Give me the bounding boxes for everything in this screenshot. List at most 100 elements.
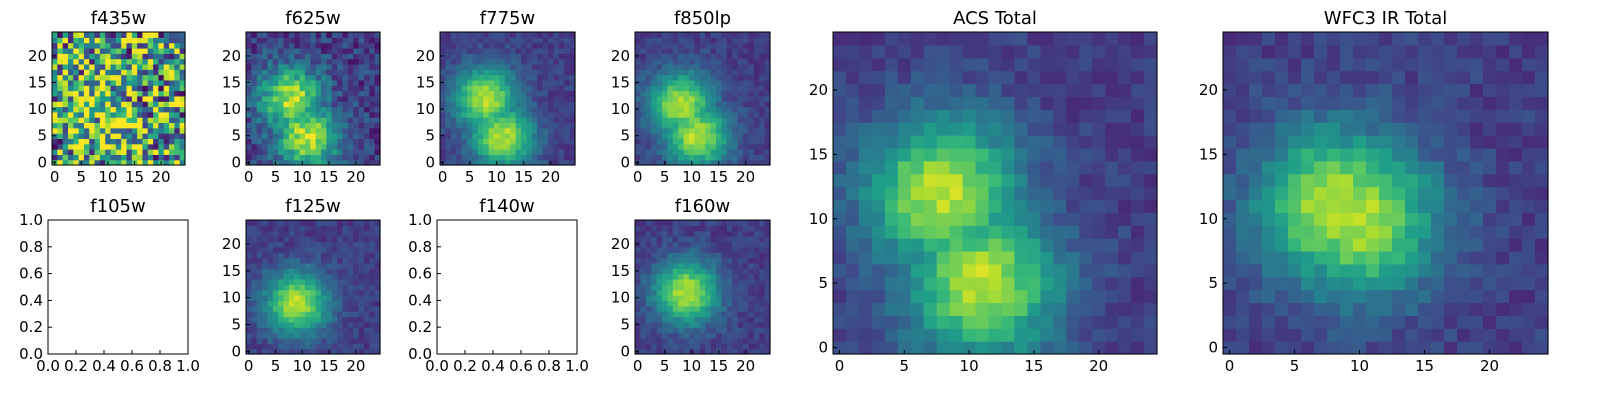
heatmap-cell	[923, 173, 938, 188]
heatmap-cell	[262, 262, 269, 269]
heatmap-cell	[705, 295, 712, 301]
heatmap-cell	[358, 69, 365, 76]
heatmap-cell	[710, 32, 717, 38]
heatmap-cell	[936, 341, 951, 355]
heatmap-cell	[358, 225, 365, 232]
heatmap-cell	[326, 321, 333, 328]
heatmap-cell	[105, 111, 112, 118]
heatmap-cell	[278, 63, 285, 70]
heatmap-cell	[645, 348, 652, 355]
heatmap-cell	[121, 138, 128, 145]
heatmap-cell	[440, 138, 446, 145]
heatmap-cell	[764, 337, 771, 344]
heatmap-cell	[635, 95, 641, 102]
heatmap-cell	[142, 154, 149, 161]
heatmap-cell	[515, 85, 522, 92]
heatmap-cell	[1092, 289, 1106, 304]
heatmap-cell	[73, 143, 80, 150]
heatmap-cell	[1431, 263, 1445, 278]
heatmap-cell	[1314, 289, 1328, 304]
heatmap-cell	[721, 106, 728, 113]
heatmap-cell	[326, 311, 333, 318]
heatmap-cell	[1379, 263, 1393, 278]
heatmap-cell	[759, 143, 766, 150]
heatmap-cell	[450, 90, 457, 97]
heatmap-cell	[526, 37, 533, 44]
heatmap-cell	[678, 159, 685, 166]
heatmap-cell	[110, 85, 117, 92]
heatmap-cell	[1105, 147, 1119, 162]
heatmap-cell	[272, 332, 279, 339]
heatmap-cell	[331, 327, 338, 334]
heatmap-cell	[949, 250, 964, 265]
heatmap-cell	[304, 316, 311, 323]
heatmap-cell	[1236, 302, 1250, 316]
heatmap-cell	[1079, 315, 1093, 329]
heatmap-cell	[294, 289, 301, 296]
panel-title: f160w	[675, 196, 730, 217]
heatmap-cells	[246, 220, 381, 355]
heatmap-cell	[137, 143, 144, 150]
heatmap-cell	[1470, 250, 1484, 265]
heatmap-cell	[564, 154, 571, 161]
heatmap-cell	[1053, 238, 1067, 252]
heatmap-cell	[1535, 186, 1549, 201]
heatmap-cell	[115, 32, 122, 38]
heatmap-cell	[321, 343, 327, 350]
heatmap-cell	[548, 32, 554, 38]
heatmap-cell	[267, 138, 274, 145]
heatmap-cell	[174, 79, 181, 86]
heatmap-cell	[283, 316, 290, 323]
heatmap-cell	[472, 159, 479, 166]
heatmap-cell	[326, 300, 333, 307]
heatmap-cell	[304, 295, 311, 301]
heatmap-cell	[656, 85, 663, 92]
heatmap-cell	[494, 47, 500, 54]
heatmap-cell	[1079, 238, 1093, 252]
heatmap-cell	[272, 101, 279, 108]
heatmap-cell	[294, 63, 301, 70]
heatmap-cell	[1144, 147, 1158, 162]
heatmap-cell	[283, 79, 290, 86]
heatmap-cell	[251, 321, 258, 328]
heatmap-cell	[635, 101, 641, 108]
heatmap-cell	[326, 138, 333, 145]
heatmap-cell	[169, 127, 175, 134]
heatmap-cell	[531, 111, 538, 118]
heatmap-cell	[526, 111, 533, 118]
heatmap-cell	[748, 252, 755, 259]
heatmap-cell	[374, 32, 381, 38]
heatmap-cell	[1001, 147, 1016, 162]
heatmap-cell	[363, 79, 370, 86]
heatmap-cell	[1522, 328, 1536, 342]
heatmap-cell	[515, 106, 522, 113]
heatmap-cell	[272, 241, 279, 248]
heatmap-cell	[299, 133, 306, 139]
heatmap-cell	[369, 246, 376, 253]
heatmap-cell	[1288, 238, 1302, 252]
heatmap-cell	[833, 122, 847, 136]
heatmap-cell	[710, 252, 717, 259]
heatmap-cell	[169, 32, 175, 38]
heatmap-cell	[62, 47, 69, 54]
heatmap-cell	[278, 85, 285, 92]
heatmap-cell	[137, 74, 144, 81]
heatmap-cell	[526, 149, 533, 155]
heatmap-cell	[564, 159, 571, 166]
heatmap-cell	[645, 337, 652, 344]
heatmap-cell	[645, 236, 652, 243]
heatmap-cell	[635, 252, 641, 259]
heatmap-cell	[262, 311, 269, 318]
heatmap-cell	[110, 149, 117, 155]
heatmap-cell	[278, 327, 285, 334]
heatmap-cell	[450, 42, 457, 49]
heatmap-cell	[137, 101, 144, 108]
heatmap-cell	[358, 230, 365, 237]
heatmap-cell	[78, 37, 85, 44]
heatmap-cell	[121, 143, 128, 150]
heatmap-cell	[1392, 186, 1406, 201]
heatmap-cell	[272, 79, 279, 86]
heatmap-cell	[315, 268, 322, 275]
heatmap-cell	[683, 69, 690, 76]
heatmap-cell	[656, 127, 663, 134]
